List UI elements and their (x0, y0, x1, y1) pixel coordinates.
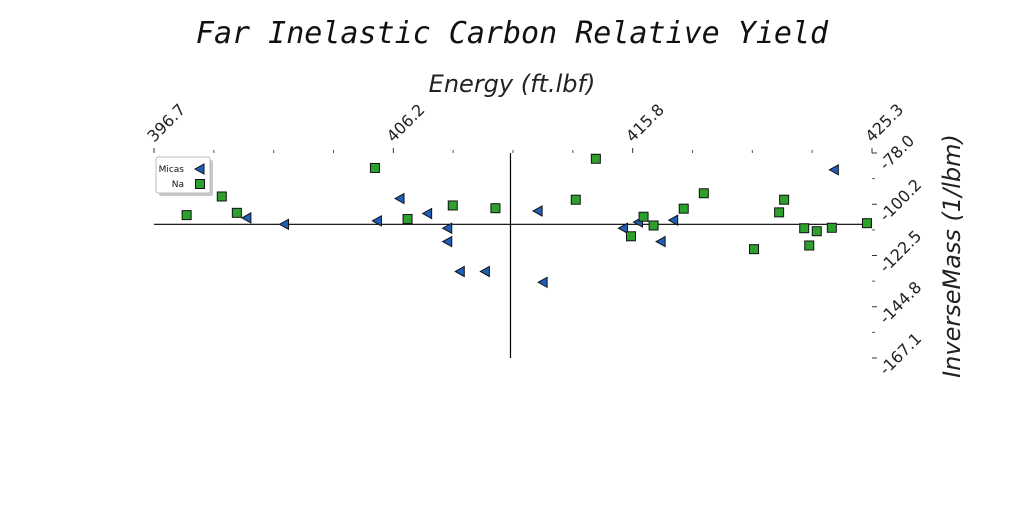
crosshair-axes (154, 153, 872, 358)
micas-point (278, 218, 290, 231)
micas-point (441, 235, 453, 248)
y-tick-label: -100.2 (875, 175, 925, 225)
na-point (181, 210, 192, 221)
na-point (774, 207, 785, 218)
legend-marker (195, 179, 205, 189)
x-axis-label: Energy (ft.lbf) (429, 70, 596, 98)
x-tick-label: 406.2 (383, 100, 429, 146)
micas-point (667, 214, 679, 227)
na-point (590, 153, 601, 164)
micas-point (537, 276, 548, 289)
x-axis-ticks: 396.7 406.2 415.8 425.3 (143, 100, 907, 153)
micas-point (240, 212, 252, 224)
na-point (678, 203, 689, 214)
na-point (698, 188, 709, 199)
na-point (826, 222, 837, 233)
na-point (231, 207, 242, 218)
micas-point (617, 222, 628, 235)
plot-area: 396.7 406.2 415.8 425.3 -78.0-100.2-122.5-1… (143, 100, 925, 379)
na-point (402, 214, 413, 225)
na-point (779, 194, 790, 205)
y-tick-label: -167.1 (875, 329, 925, 379)
na-point (625, 231, 636, 242)
micas-point (828, 163, 839, 176)
y-axis-label: InverseMass (1/lbm) (938, 134, 966, 378)
na-point (811, 226, 822, 237)
micas-point (532, 205, 543, 217)
na-point (447, 200, 458, 211)
y-tick-label: -122.5 (875, 226, 925, 276)
micas-point (371, 215, 382, 227)
legend: Micas Na (155, 156, 213, 196)
na-point (216, 191, 227, 202)
micas-point (393, 192, 405, 205)
na-point (570, 194, 581, 205)
x-tick-label: 415.8 (622, 100, 668, 146)
micas-point (454, 265, 465, 278)
na-point (490, 203, 501, 214)
x-tick-label: 396.7 (143, 100, 189, 146)
na-point (369, 162, 380, 173)
data-markers (181, 153, 872, 289)
na-point (638, 211, 649, 222)
na-point (861, 218, 872, 229)
chart-title: Far Inelastic Carbon Relative Yield (196, 16, 829, 51)
na-point (749, 244, 760, 255)
legend-label: Na (172, 180, 184, 190)
na-point (799, 223, 810, 234)
na-point (804, 240, 815, 251)
micas-point (421, 207, 433, 220)
micas-point (479, 265, 490, 278)
legend-label: Micas (159, 165, 185, 175)
legend-marker (193, 163, 205, 175)
micas-point (441, 222, 453, 235)
micas-point (655, 235, 666, 248)
na-point (648, 220, 659, 231)
y-tick-label: -144.8 (875, 278, 925, 328)
y-axis-ticks: -78.0-100.2-122.5-144.8-167.1 (872, 131, 925, 379)
